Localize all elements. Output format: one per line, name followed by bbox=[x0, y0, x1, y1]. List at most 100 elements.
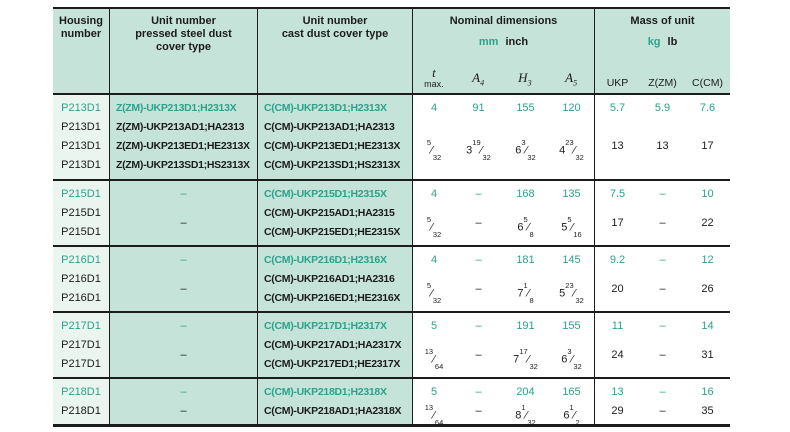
dim-t-mm: 4 bbox=[430, 254, 438, 266]
mass-ccm-kg: 16 bbox=[701, 386, 714, 398]
unit-number-pressed: Z(ZM)-UKP213D1;H2313X bbox=[116, 102, 237, 114]
housing-number: P217D1 bbox=[61, 358, 101, 370]
dim-h3-mm: 181 bbox=[516, 254, 535, 266]
no-pressed-unit-dash: – bbox=[180, 217, 187, 229]
unit-number-cast: C(CM)-UKP215D1;H2315X bbox=[264, 188, 387, 200]
mass-units: kg lb bbox=[595, 36, 730, 48]
row-group-p216d1: P216D1 P216D1 P216D1 – – C(CM)-UKP216D1;… bbox=[53, 245, 730, 311]
mass-ukp: 7.5 17 bbox=[595, 181, 640, 245]
header-housing: Housing number bbox=[53, 9, 110, 93]
dim-a4: – – bbox=[455, 181, 502, 245]
housing-number: P216D1 bbox=[61, 292, 101, 304]
mass-zzm: 5.9 13 bbox=[640, 95, 685, 179]
dim-h3: 168 65⁄8 bbox=[502, 181, 549, 245]
mass-ccm-kg: 7.6 bbox=[699, 102, 716, 114]
unit-number-cast: C(CM)-UKP216AD1;HA2316 bbox=[264, 273, 395, 285]
cast-unit-column: C(CM)-UKP215D1;H2315X C(CM)-UKP215AD1;HA… bbox=[258, 181, 413, 245]
housing-number: P218D1 bbox=[61, 386, 101, 398]
dim-a5: 145 523⁄32 bbox=[549, 247, 595, 311]
dim-a5: 120 423⁄32 bbox=[549, 95, 595, 179]
header-pressed-line3: cover type bbox=[155, 41, 212, 53]
dim-h3: 155 63⁄32 bbox=[502, 95, 549, 179]
header-pressed-line2: pressed steel dust bbox=[135, 28, 232, 40]
dim-a4: – – bbox=[455, 247, 502, 311]
dim-h3-mm: 168 bbox=[516, 188, 535, 200]
no-pressed-unit-dash: – bbox=[180, 386, 187, 398]
housing-number: P213D1 bbox=[61, 121, 101, 133]
dim-a4-mm: – bbox=[475, 320, 482, 332]
dim-a4-mm: – bbox=[475, 386, 482, 398]
mass-ukp: 5.7 13 bbox=[595, 95, 640, 179]
mass-ukp-lb: 24 bbox=[611, 349, 624, 361]
no-pressed-unit-dash: – bbox=[180, 405, 187, 417]
dim-a5-inch: 55⁄16 bbox=[561, 215, 582, 239]
dim-a4-inch: – bbox=[475, 217, 482, 229]
dim-a5-inch: 423⁄32 bbox=[559, 138, 584, 162]
mass-ccm-lb: 17 bbox=[701, 140, 714, 152]
mass-zzm-kg: – bbox=[659, 386, 666, 398]
dim-a5-mm: 165 bbox=[562, 386, 581, 398]
header-pressed-line1: Unit number bbox=[151, 15, 216, 27]
unit-number-cast: C(CM)-UKP217AD1;HA2317X bbox=[264, 339, 402, 351]
mass-ccm: 10 22 bbox=[685, 181, 730, 245]
symbol-a5: A5 bbox=[565, 70, 578, 88]
mass-col-zzm: Z(ZM) bbox=[648, 77, 677, 89]
mass-ukp-kg: 13 bbox=[611, 386, 624, 398]
housing-column: P215D1 P215D1 P215D1 bbox=[53, 181, 110, 245]
housing-number: P216D1 bbox=[61, 273, 101, 285]
mass-ccm-lb: 26 bbox=[701, 283, 714, 295]
housing-number: P213D1 bbox=[61, 102, 101, 114]
dim-a5-mm: 145 bbox=[562, 254, 581, 266]
dim-h3: 204 81⁄32 bbox=[502, 379, 549, 427]
dim-a4-inch: – bbox=[475, 405, 482, 417]
mass-ukp: 9.2 20 bbox=[595, 247, 640, 311]
dim-h3-inch: 65⁄8 bbox=[517, 215, 534, 239]
dim-a4-inch: – bbox=[475, 349, 482, 361]
dim-a4: – – bbox=[455, 379, 502, 424]
housing-column: P217D1 P217D1 P217D1 bbox=[53, 313, 110, 377]
unit-number-cast: C(CM)-UKP216D1;H2316X bbox=[264, 254, 387, 266]
dim-h3-inch: 71⁄8 bbox=[517, 281, 534, 305]
nominal-dimensions-title: Nominal dimensions bbox=[449, 15, 558, 27]
dim-h3-mm: 204 bbox=[516, 386, 535, 398]
unit-kg-label: kg bbox=[647, 36, 661, 48]
mass-ukp: 13 29 bbox=[595, 379, 640, 424]
cast-unit-column: C(CM)-UKP216D1;H2316X C(CM)-UKP216AD1;HA… bbox=[258, 247, 413, 311]
dim-a4: 91 319⁄32 bbox=[455, 95, 502, 179]
dim-a5-mm: 120 bbox=[562, 102, 581, 114]
mass-ukp-kg: 5.7 bbox=[609, 102, 626, 114]
dim-t-mm: 4 bbox=[430, 188, 438, 200]
unit-number-cast: C(CM)-UKP213AD1;HA2313 bbox=[264, 121, 395, 133]
dim-t: 4 5⁄32 bbox=[413, 181, 455, 245]
unit-inch-label: inch bbox=[505, 36, 529, 48]
dim-a4-mm: 91 bbox=[472, 102, 485, 114]
mass-title: Mass of unit bbox=[630, 15, 695, 27]
no-pressed-unit-dash: – bbox=[180, 320, 187, 332]
dimension-symbols: t max. A4 H3 A5 bbox=[413, 66, 594, 90]
housing-column: P218D1 P218D1 bbox=[53, 379, 110, 424]
mass-ccm: 7.6 17 bbox=[685, 95, 730, 179]
mass-zzm-lb: – bbox=[659, 217, 666, 229]
dim-t-inch: 5⁄32 bbox=[426, 138, 442, 162]
housing-number: P213D1 bbox=[61, 140, 101, 152]
dim-a5-inch: 523⁄32 bbox=[559, 281, 584, 305]
mass-zzm: – – bbox=[640, 313, 685, 377]
mass-zzm-kg: – bbox=[659, 188, 666, 200]
catalog-table: Housing number Unit number pressed steel… bbox=[53, 7, 730, 427]
mass-zzm-kg: 5.9 bbox=[654, 102, 671, 114]
row-group-p217d1: P217D1 P217D1 P217D1 – – C(CM)-UKP217D1;… bbox=[53, 311, 730, 377]
header-housing-line1: Housing bbox=[59, 15, 103, 27]
mass-zzm: – – bbox=[640, 379, 685, 424]
dimension-units: mm inch bbox=[413, 36, 594, 48]
unit-number-cast: C(CM)-UKP213SD1;HS2313X bbox=[264, 159, 401, 171]
housing-number: P215D1 bbox=[61, 226, 101, 238]
dim-a5: 165 61⁄2 bbox=[549, 379, 595, 427]
mass-zzm-lb: – bbox=[659, 405, 666, 417]
header-pressed: Unit number pressed steel dust cover typ… bbox=[110, 9, 258, 93]
row-group-p218d1: P218D1 P218D1 – – C(CM)-UKP218D1;H2318X … bbox=[53, 377, 730, 427]
dim-t-mm: 5 bbox=[430, 320, 438, 332]
housing-number: P217D1 bbox=[61, 320, 101, 332]
mass-zzm-lb: – bbox=[659, 283, 666, 295]
mass-zzm-lb: 13 bbox=[656, 140, 669, 152]
mass-ccm-kg: 12 bbox=[701, 254, 714, 266]
